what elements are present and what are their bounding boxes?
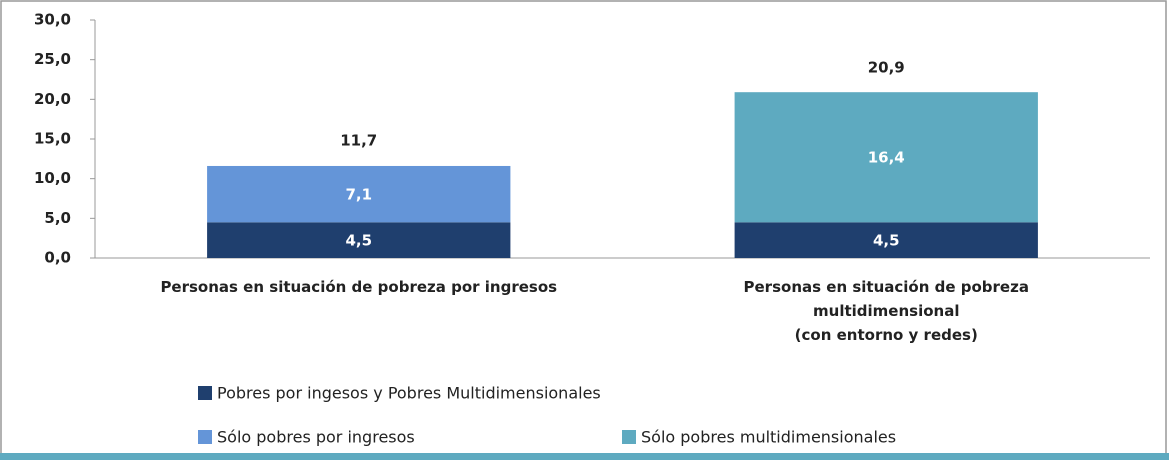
y-tick-label: 30,0 [34, 11, 71, 29]
data-label: 4,5 [345, 232, 372, 250]
legend-label: Sólo pobres por ingresos [217, 428, 415, 447]
legend-swatch [198, 430, 212, 444]
x-tick-label: Personas en situación de pobreza por ing… [160, 278, 558, 296]
y-tick-label: 25,0 [34, 50, 71, 68]
bar-segment [207, 165, 511, 223]
bar-segment [734, 92, 1038, 223]
data-label: 7,1 [345, 186, 372, 204]
legend-label: Pobres por ingesos y Pobres Multidimensi… [217, 384, 601, 403]
y-tick-label: 15,0 [34, 130, 71, 148]
data-label: 4,5 [873, 232, 900, 250]
y-tick-label: 5,0 [44, 209, 71, 227]
y-tick-label: 20,0 [34, 90, 71, 108]
y-tick-label: 0,0 [44, 249, 71, 267]
data-label: 16,4 [868, 149, 905, 167]
bar-segment [207, 222, 511, 258]
x-tick-label: Personas en situación de pobreza multidi… [743, 278, 1029, 344]
total-label: 20,9 [868, 59, 905, 77]
legend-swatch [198, 386, 212, 400]
legend-label: Sólo pobres multidimensionales [641, 428, 896, 447]
frame-bottom [0, 453, 1169, 460]
bar-segment [734, 222, 1038, 258]
y-tick-label: 10,0 [34, 169, 71, 187]
legend-swatch [622, 430, 636, 444]
total-label: 11,7 [340, 132, 377, 150]
